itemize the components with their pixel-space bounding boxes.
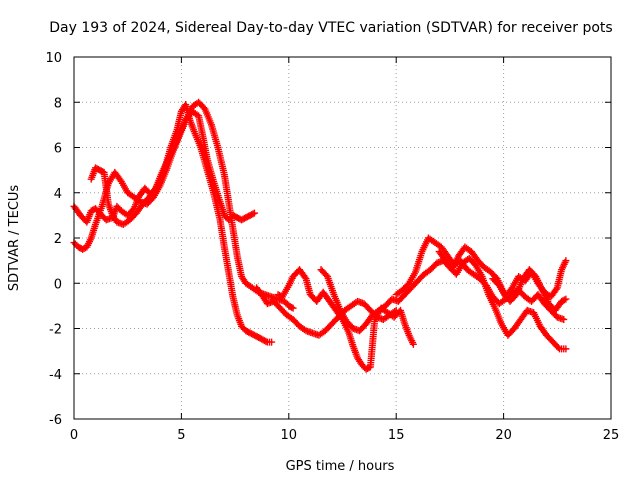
y-tick-labels: -6 -4 -2 0 2 4 6 8 10 bbox=[45, 51, 62, 428]
data-point bbox=[391, 308, 399, 316]
x-tick-label: 15 bbox=[388, 428, 405, 443]
data-point bbox=[262, 337, 270, 345]
data-point bbox=[552, 285, 560, 293]
data-point bbox=[560, 296, 568, 304]
y-tick-label: 2 bbox=[54, 232, 62, 247]
y-tick-label: 10 bbox=[45, 51, 62, 66]
y-tick-label: -2 bbox=[49, 323, 62, 338]
series-trace-1 bbox=[70, 101, 276, 346]
series-trace-3 bbox=[87, 98, 297, 312]
y-tick-label: 6 bbox=[54, 142, 62, 157]
data-point bbox=[301, 273, 309, 281]
series-trace-4 bbox=[274, 266, 417, 373]
x-tick-label: 0 bbox=[70, 428, 78, 443]
x-tick-labels: 0 5 10 15 20 25 bbox=[70, 428, 619, 443]
data-point bbox=[288, 303, 296, 311]
data-point bbox=[249, 210, 257, 218]
series-trace-9 bbox=[489, 257, 570, 301]
x-axis-label: GPS time / hours bbox=[286, 459, 395, 474]
data-series bbox=[70, 98, 570, 373]
x-tick-label: 10 bbox=[281, 428, 298, 443]
plot-frame bbox=[73, 56, 612, 420]
data-point bbox=[562, 257, 570, 265]
y-tick-label: -6 bbox=[49, 413, 62, 428]
chart-title: Day 193 of 2024, Sidereal Day-to-day VTE… bbox=[49, 20, 612, 36]
data-point bbox=[268, 338, 276, 346]
data-point bbox=[562, 295, 570, 303]
x-tick-label: 25 bbox=[603, 428, 620, 443]
data-point bbox=[562, 345, 570, 353]
data-point bbox=[289, 304, 297, 312]
grid bbox=[74, 57, 611, 419]
x-tick-label: 20 bbox=[495, 428, 512, 443]
y-tick-label: 8 bbox=[54, 96, 62, 111]
data-point bbox=[554, 344, 562, 352]
data-point bbox=[250, 209, 258, 217]
data-point bbox=[560, 315, 568, 323]
data-point bbox=[409, 340, 417, 348]
y-axis-label: SDTVAR / TECUs bbox=[7, 185, 22, 292]
y-tick-label: -4 bbox=[49, 368, 62, 383]
x-tick-label: 5 bbox=[177, 428, 185, 443]
y-tick-label: 0 bbox=[54, 277, 62, 292]
y-tick-label: 4 bbox=[54, 187, 62, 202]
series-trace-6 bbox=[317, 254, 570, 353]
series-trace-5 bbox=[253, 284, 400, 339]
data-point bbox=[392, 306, 400, 314]
